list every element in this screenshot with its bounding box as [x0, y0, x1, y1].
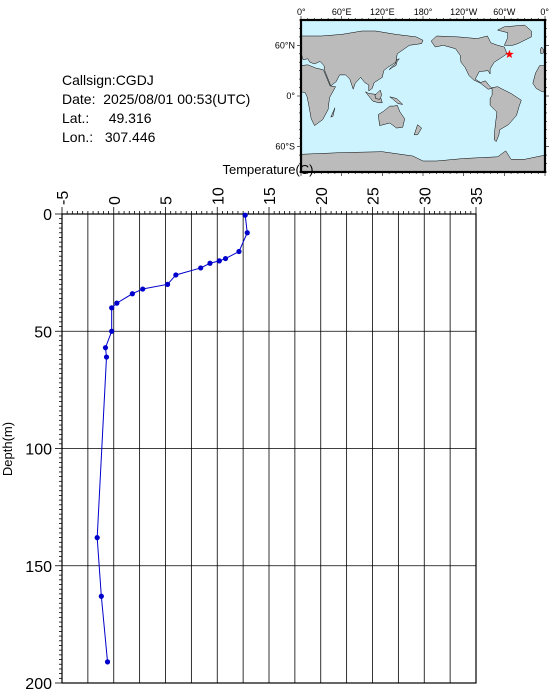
borneo-landmass	[374, 89, 382, 100]
north-america-landmass	[430, 35, 508, 90]
data-point	[242, 212, 248, 218]
greenland-landmass	[496, 24, 532, 46]
map-lat-label: 0°	[286, 91, 295, 101]
data-point	[114, 300, 120, 306]
data-point	[164, 281, 171, 287]
x-tick-label: 0	[107, 196, 124, 205]
data-point	[109, 328, 115, 334]
australia-landmass	[378, 105, 405, 129]
eurasia-landmass	[300, 30, 424, 92]
y-axis-label: Depth(m)	[0, 422, 15, 476]
data-point	[98, 593, 104, 599]
lat-value: 49.316	[108, 110, 152, 126]
map-lon-label: 0°	[540, 7, 549, 17]
data-point	[129, 291, 135, 297]
map-lon-label: 120°W	[450, 7, 478, 17]
new-zealand-landmass	[413, 124, 422, 136]
date-row: Date: 2025/08/01 00:53(UTC)	[62, 90, 250, 109]
map-lon-label: 180°	[414, 7, 433, 17]
data-point	[244, 230, 250, 236]
y-tick-label: 50	[34, 324, 52, 341]
date-label: Date:	[62, 91, 96, 107]
data-point	[222, 255, 229, 262]
ticks-layer	[55, 207, 477, 684]
y-tick-label: 100	[25, 442, 52, 459]
south-america-landmass	[489, 86, 522, 143]
data-point	[104, 659, 111, 665]
y-tick-label: 200	[25, 676, 52, 690]
map-lon-label: 60°W	[493, 7, 516, 17]
series-layer	[94, 212, 250, 665]
x-tick-label: 20	[314, 187, 331, 205]
station-marker	[505, 49, 514, 58]
callsign-text: Callsign:CGDJ	[62, 72, 154, 88]
data-point	[102, 345, 109, 351]
x-tick-label: 25	[366, 187, 383, 205]
map-lon-label: 120°E	[370, 7, 395, 17]
data-point	[207, 260, 213, 266]
temperature-profile-line	[96, 215, 248, 662]
x-tick-label: 35	[469, 187, 486, 205]
y-tick-label: 150	[25, 559, 52, 576]
new-guinea-landmass	[389, 96, 404, 105]
lon-label: Lon.:	[62, 129, 94, 145]
madagascar-landmass	[330, 107, 336, 118]
date-value: 2025/08/01 00:53(UTC)	[103, 91, 251, 107]
data-point	[173, 272, 179, 278]
data-point	[140, 286, 146, 292]
x-tick-label: 15	[262, 187, 279, 205]
map-lon-label: 60°E	[332, 7, 352, 17]
x-tick-label: 30	[417, 187, 434, 205]
data-point	[109, 305, 115, 311]
data-point	[94, 535, 100, 541]
map-lat-label: 60°S	[275, 142, 295, 152]
location-map: 0° 60°E 120°E 180° 120°W 60°W 0° 60°N 0° 60°S	[275, 7, 549, 176]
callsign-row: Callsign:CGDJ	[62, 71, 250, 90]
grid-layer	[61, 213, 477, 684]
station-info: Callsign:CGDJ Date: 2025/08/01 00:53(UTC…	[62, 71, 250, 147]
map-frame-layer: 0° 60°E 120°E 180° 120°W 60°W 0° 60°N 0° 60°S	[275, 7, 549, 176]
x-tick-label: 5	[159, 196, 176, 205]
africa-landmass	[300, 64, 336, 126]
lon-row: Lon.: 307.446	[62, 128, 250, 147]
indonesia-landmass	[365, 91, 383, 104]
map-lon-label: 0°	[297, 7, 306, 17]
lat-row: Lat.: 49.316	[62, 109, 250, 128]
y-tick-label: 0	[43, 207, 52, 224]
x-axis-label: Temperature(C)	[222, 162, 313, 177]
data-point	[236, 248, 242, 255]
data-point	[216, 258, 222, 264]
data-point	[103, 354, 110, 360]
map-lat-label: 60°N	[275, 40, 295, 50]
japan-landmass	[388, 58, 401, 71]
uk-landmass	[540, 46, 544, 55]
lon-value: 307.446	[104, 129, 156, 145]
x-tick-label: -5	[55, 191, 72, 205]
x-tick-label: 10	[210, 187, 227, 205]
data-point	[198, 265, 204, 271]
lat-label: Lat.:	[62, 110, 90, 126]
